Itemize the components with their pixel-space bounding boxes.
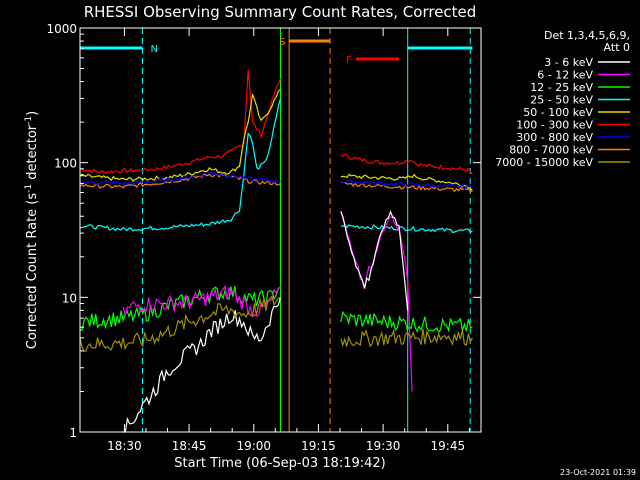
flag-label-3: F — [346, 55, 352, 66]
x-tick-label-0: 18:30 — [107, 439, 142, 453]
legend-label-3: 25 - 50 keV — [530, 94, 593, 107]
x-tick-label-3: 19:15 — [301, 439, 336, 453]
y-tick-label-3: 1000 — [46, 22, 77, 36]
chart-title: RHESSI Observing Summary Count Rates, Co… — [84, 3, 477, 21]
legend-label-6: 300 - 800 keV — [516, 131, 593, 144]
series-line-7-seg-0 — [123, 297, 282, 433]
y-axis-label-part-2: detector — [25, 124, 40, 184]
series-line-2-seg-1 — [340, 223, 473, 234]
x-axis-label: Start Time (06-Sep-03 18:19:42) — [174, 456, 385, 471]
legend-label-0: 3 - 6 keV — [544, 56, 593, 69]
legend-label-5: 100 - 300 keV — [516, 119, 593, 132]
flag-label-2: S — [279, 37, 285, 48]
series-line-7-seg-1 — [340, 209, 409, 311]
series-line-1-seg-0 — [79, 88, 281, 182]
series-line-0-seg-1 — [340, 153, 473, 175]
y-axis-label: Corrected Count Rate (s-1 detector-1) — [24, 111, 40, 349]
flag-label-0: N — [151, 44, 158, 55]
legend-label-2: 12 - 25 keV — [530, 81, 593, 94]
footer-timestamp: 23-Oct-2021 01:39 — [560, 468, 636, 477]
y-tick-label-1: 10 — [62, 291, 77, 305]
legend-label-4: 50 - 100 keV — [523, 106, 593, 119]
series-line-2-seg-0 — [79, 98, 282, 232]
series-line-1-seg-1 — [340, 173, 473, 191]
y-axis-label-sup-2: -1 — [24, 116, 34, 125]
y-axis-label-sup-1: -1 — [24, 184, 34, 193]
x-axis: 18:30 18:45 19:00 19:15 19:30 19:45 — [107, 28, 470, 453]
y-axis-label-part-1: Corrected Count Rate (s — [25, 193, 40, 350]
series-line-0-seg-0 — [80, 69, 282, 175]
y-axis-label-part-3: ) — [25, 111, 40, 116]
legend-label-7: 800 - 7000 keV — [509, 144, 593, 157]
legend-label-1: 6 - 12 keV — [537, 69, 593, 82]
y-tick-label-0: 1 — [69, 426, 77, 440]
legend-header-1: Det 1,3,4,5,6,9, — [544, 29, 630, 42]
series-line-8-seg-1 — [340, 328, 473, 348]
x-tick-label-2: 19:00 — [236, 439, 271, 453]
series-line-5-seg-1 — [340, 310, 473, 334]
y-axis: 1 10 100 1000 — [46, 22, 481, 440]
legend-label-8: 7000 - 15000 keV — [495, 156, 593, 169]
y-tick-label-2: 100 — [54, 157, 77, 171]
plot-area: N S F — [79, 28, 473, 433]
series-line-4-seg-0 — [79, 171, 281, 186]
legend-header-2: Att 0 — [604, 41, 630, 54]
x-tick-label-4: 19:30 — [366, 439, 401, 453]
series-line-3-seg-1 — [340, 181, 473, 193]
series-line-8-seg-0 — [79, 295, 281, 352]
plot-frame — [79, 27, 482, 433]
x-tick-label-5: 19:45 — [431, 439, 466, 453]
series-line-4-seg-1 — [340, 179, 473, 190]
x-tick-label-1: 18:45 — [172, 439, 207, 453]
